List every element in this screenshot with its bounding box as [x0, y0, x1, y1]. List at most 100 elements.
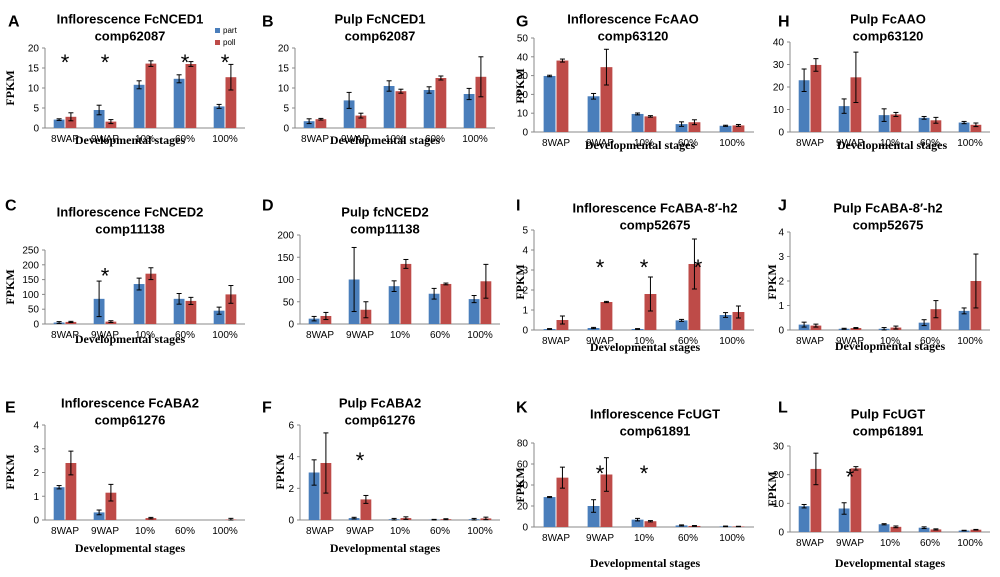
significance-star: *	[640, 255, 649, 280]
x-axis-label: Developmental stages	[330, 541, 441, 555]
x-tick-label: 10%	[390, 330, 410, 341]
x-tick-label: 10%	[880, 138, 900, 149]
x-tick-label: 60%	[678, 533, 698, 544]
y-tick-label: 4	[33, 421, 39, 432]
bar-part-10%	[631, 113, 644, 132]
bar-poll-9WAP	[850, 77, 862, 132]
y-tick-label: 5	[283, 104, 289, 115]
chart-title: Pulp FcUGT	[851, 407, 925, 422]
panel-letter: E	[5, 399, 16, 416]
y-tick-label: 150	[22, 275, 39, 286]
bar-poll-60%	[185, 300, 197, 324]
y-tick-label: 100	[277, 275, 294, 286]
y-tick-label: 6	[288, 421, 294, 432]
bar-poll-8WAP	[315, 119, 327, 128]
y-tick-label: 20	[517, 90, 529, 101]
bar-poll-100%	[970, 529, 982, 532]
x-tick-label: 8WAP	[796, 138, 824, 149]
bar-poll-9WAP	[355, 115, 367, 128]
y-tick-label: 250	[22, 246, 39, 257]
legend: part poll	[215, 26, 238, 47]
panel-letter: D	[262, 197, 274, 214]
y-tick-label: 0	[522, 128, 528, 139]
y-tick-label: 2	[778, 277, 784, 288]
y-tick-label: 60	[517, 460, 529, 471]
bar-poll-8WAP	[65, 116, 77, 128]
y-tick-label: 200	[22, 260, 39, 271]
bar-part-60%	[423, 90, 435, 128]
x-tick-label: 100%	[462, 134, 488, 145]
bar-poll-100%	[480, 281, 492, 324]
x-tick-label: 60%	[175, 330, 195, 341]
x-tick-label: 8WAP	[51, 134, 79, 145]
bar-part-8WAP	[798, 80, 810, 132]
panel-letter: B	[262, 13, 274, 30]
bar-part-60%	[675, 320, 688, 330]
x-tick-label: 100%	[957, 538, 983, 549]
x-tick-label: 60%	[920, 138, 940, 149]
x-tick-label: 10%	[634, 336, 654, 347]
y-axis-label: FPKM	[3, 269, 17, 304]
panel-letter: J	[778, 197, 787, 214]
y-tick-label: 80	[517, 439, 529, 450]
bar-part-60%	[918, 117, 930, 132]
y-tick-label: 2	[522, 286, 528, 297]
bar-part-10%	[388, 286, 400, 324]
significance-star: *	[61, 50, 70, 75]
chart-panel-C: C Inflorescence FcNCED2 comp11138 0 50 100 150…	[3, 197, 245, 346]
x-tick-label: 60%	[175, 526, 195, 537]
bar-poll-60%	[930, 120, 942, 132]
bar-part-8WAP	[53, 119, 65, 128]
x-tick-label: 100%	[957, 138, 983, 149]
bar-poll-10%	[890, 526, 902, 532]
bar-part-60%	[918, 527, 930, 532]
chart-panel-A: A Inflorescence FcNCED1 comp62087 0 5 10 15 20 8…	[3, 12, 245, 147]
bar-poll-8WAP	[556, 477, 569, 527]
x-tick-label: 100%	[467, 526, 493, 537]
bar-poll-9WAP	[850, 468, 862, 532]
chart-title: Pulp FcABA2	[339, 396, 421, 411]
bar-poll-60%	[930, 309, 942, 330]
x-axis-label: Developmental stages	[590, 556, 701, 570]
bar-part-60%	[675, 124, 688, 132]
x-tick-label: 8WAP	[301, 134, 329, 145]
y-tick-label: 50	[517, 34, 529, 45]
bar-poll-10%	[145, 63, 157, 128]
x-tick-label: 9WAP	[341, 134, 369, 145]
y-tick-label: 20	[517, 502, 529, 513]
y-tick-label: 10	[773, 105, 785, 116]
y-tick-label: 0	[778, 128, 784, 139]
x-tick-label: 60%	[678, 138, 698, 149]
bar-part-100%	[958, 122, 970, 132]
x-tick-label: 10%	[135, 526, 155, 537]
y-tick-label: 1	[778, 301, 784, 312]
bar-part-8WAP	[53, 487, 65, 520]
x-tick-label: 9WAP	[586, 138, 614, 149]
bar-part-10%	[383, 86, 395, 128]
chart-panel-D: D Pulp fcNCED2 comp11138 0 50 100 150 200 8WAP 9W…	[262, 197, 500, 341]
chart-panel-I: I Inflorescence FcABA-8′-h2 comp52675 0 1 2 3 4…	[513, 197, 754, 354]
bar-poll-10%	[395, 91, 407, 128]
bar-part-100%	[719, 315, 732, 330]
y-tick-label: 2	[33, 468, 39, 479]
bar-poll-9WAP	[105, 492, 117, 520]
significance-star: *	[181, 50, 190, 75]
x-tick-label: 8WAP	[51, 526, 79, 537]
y-axis-label: FPKM	[765, 264, 779, 299]
x-axis-label: Developmental stages	[330, 133, 441, 147]
bar-poll-60%	[688, 122, 701, 132]
x-tick-label: 9WAP	[91, 134, 119, 145]
x-tick-label: 10%	[634, 533, 654, 544]
bar-poll-10%	[644, 521, 657, 527]
bar-poll-100%	[732, 312, 745, 330]
chart-title: Pulp fcNCED2	[341, 205, 428, 220]
x-tick-label: 8WAP	[51, 330, 79, 341]
bar-part-10%	[631, 519, 644, 527]
bar-part-100%	[958, 310, 970, 330]
significance-star: *	[640, 461, 649, 486]
x-tick-label: 60%	[175, 134, 195, 145]
bar-part-8WAP	[798, 506, 810, 532]
y-tick-label: 0	[522, 326, 528, 337]
x-tick-label: 100%	[957, 336, 983, 347]
bar-part-8WAP	[543, 497, 556, 527]
